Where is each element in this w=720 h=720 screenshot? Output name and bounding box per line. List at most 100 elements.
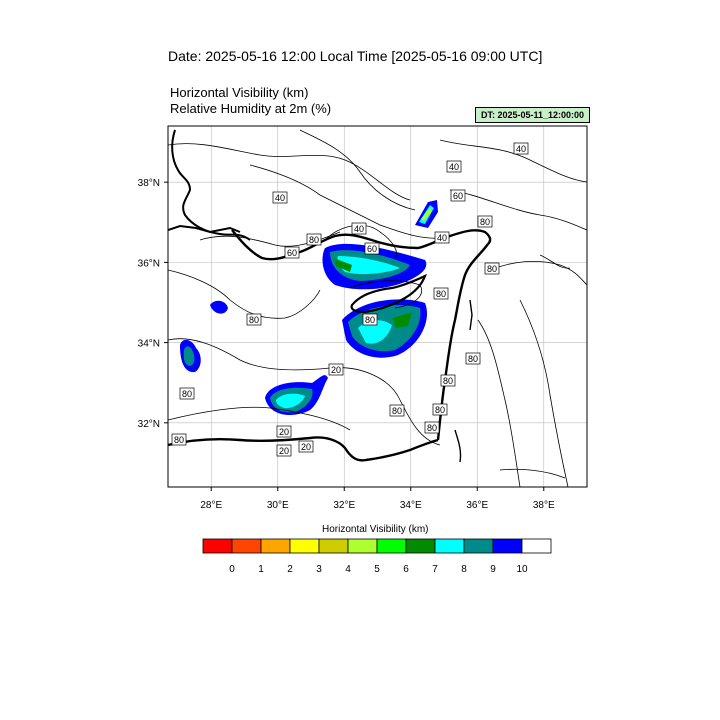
humidity-contour bbox=[499, 468, 566, 479]
svg-text:20: 20 bbox=[331, 365, 341, 375]
svg-text:40: 40 bbox=[437, 233, 447, 243]
colorbar-tick-label: 7 bbox=[432, 564, 438, 575]
humidity-contour bbox=[539, 254, 571, 269]
colorbar-tick-label: 8 bbox=[461, 564, 467, 575]
colorbar-title: Horizontal Visibility (km) bbox=[322, 524, 429, 535]
contour-label: 20 bbox=[276, 444, 292, 457]
humidity-contour bbox=[168, 406, 351, 431]
contour-label: 40 bbox=[446, 160, 462, 173]
coastline-egypt bbox=[168, 436, 439, 462]
svg-text:80: 80 bbox=[480, 217, 490, 227]
svg-text:80: 80 bbox=[392, 406, 402, 416]
contour-label: 80 bbox=[433, 287, 449, 300]
colorbar-swatch bbox=[231, 538, 262, 554]
colorbar-swatch bbox=[405, 538, 436, 554]
colorbar-tick-label: 3 bbox=[316, 564, 322, 575]
svg-text:80: 80 bbox=[365, 315, 375, 325]
svg-text:20: 20 bbox=[279, 446, 289, 456]
y-tick-label: 34°N bbox=[138, 339, 160, 350]
colorbar-tick-label: 0 bbox=[229, 564, 235, 575]
svg-text:20: 20 bbox=[301, 442, 311, 452]
field-label-humidity: Relative Humidity at 2m (%) bbox=[170, 101, 332, 116]
humidity-contour bbox=[519, 299, 569, 487]
svg-text:60: 60 bbox=[367, 244, 377, 254]
humidity-contour bbox=[299, 129, 416, 211]
contour-label: 80 bbox=[432, 403, 448, 416]
coastline-sinai-gulf bbox=[454, 429, 462, 463]
colorbar-swatch bbox=[347, 538, 378, 554]
svg-text:20: 20 bbox=[279, 427, 289, 437]
colorbar-swatch bbox=[289, 538, 320, 554]
axis-ticks: 28°E 30°E 32°E 34°E 36°E 38°E 38°N 36°N 34°N 32°N bbox=[138, 178, 555, 511]
visibility-patch-gulf-core bbox=[421, 208, 432, 221]
colorbar-tick-label: 2 bbox=[287, 564, 293, 575]
contour-label: 60 bbox=[284, 246, 300, 259]
contour-label: 20 bbox=[328, 363, 344, 376]
contour-label: 80 bbox=[477, 215, 493, 228]
contour-label: 60 bbox=[364, 242, 380, 255]
svg-text:80: 80 bbox=[435, 405, 445, 415]
humidity-contour bbox=[449, 189, 587, 231]
contour-label: 40 bbox=[434, 231, 450, 244]
svg-text:80: 80 bbox=[174, 435, 184, 445]
svg-text:80: 80 bbox=[487, 264, 497, 274]
svg-text:80: 80 bbox=[182, 389, 192, 399]
contour-label: 40 bbox=[351, 222, 367, 235]
visibility-patch-west-sea bbox=[210, 300, 228, 314]
colorbar-tick-label: 6 bbox=[403, 564, 409, 575]
colorbar-tick-label: 5 bbox=[374, 564, 380, 575]
x-tick-label: 30°E bbox=[267, 500, 289, 511]
chart-title: Date: 2025-05-16 12:00 Local Time [2025-… bbox=[168, 48, 543, 64]
svg-text:80: 80 bbox=[436, 289, 446, 299]
visibility-patch-north-coast-dark bbox=[334, 258, 352, 272]
colorbar-swatch bbox=[202, 538, 233, 554]
x-tick-label: 28°E bbox=[200, 500, 222, 511]
y-tick-label: 36°N bbox=[138, 258, 160, 269]
humidity-contour bbox=[168, 269, 321, 319]
colorbar-swatch bbox=[318, 538, 349, 554]
x-tick-label: 38°E bbox=[533, 500, 555, 511]
visibility-patch-south-cyprus-core bbox=[358, 320, 392, 344]
contour-label: 20 bbox=[298, 440, 314, 453]
colorbar bbox=[202, 538, 552, 554]
contour-label: 80 bbox=[424, 421, 440, 434]
contour-label: 80 bbox=[246, 313, 262, 326]
contour-label: 40 bbox=[513, 142, 529, 155]
humidity-contour bbox=[477, 319, 521, 487]
field-label-visibility: Horizontal Visibility (km) bbox=[170, 85, 309, 100]
colorbar-tick-label: 1 bbox=[258, 564, 264, 575]
init-time-badge: DT: 2025-05-11_12:00:00 bbox=[475, 107, 590, 123]
svg-text:60: 60 bbox=[287, 248, 297, 258]
contour-label: 80 bbox=[362, 313, 378, 326]
contour-label: 40 bbox=[272, 191, 288, 204]
contour-label: 60 bbox=[450, 189, 466, 202]
colorbar-swatch bbox=[463, 538, 494, 554]
svg-text:80: 80 bbox=[468, 354, 478, 364]
contour-label: 80 bbox=[484, 262, 500, 275]
contour-label: 80 bbox=[179, 387, 195, 400]
contour-label: 80 bbox=[440, 374, 456, 387]
x-tick-label: 32°E bbox=[333, 500, 355, 511]
contour-label: 80 bbox=[389, 404, 405, 417]
visibility-patch-libya-coast-inner bbox=[183, 346, 195, 366]
coastline-crete bbox=[168, 224, 241, 234]
coastline-turkey-south bbox=[231, 229, 492, 261]
coastlines bbox=[168, 129, 492, 463]
visibility-patch-south-cyprus-dark bbox=[392, 312, 412, 328]
coastline-dead-sea bbox=[469, 299, 473, 331]
svg-text:40: 40 bbox=[516, 144, 526, 154]
svg-text:80: 80 bbox=[309, 235, 319, 245]
humidity-contour bbox=[439, 139, 587, 183]
svg-text:40: 40 bbox=[354, 224, 364, 234]
humidity-contour bbox=[489, 261, 587, 286]
visibility-patch-north-coast-core bbox=[337, 256, 400, 275]
contour-label: 80 bbox=[465, 352, 481, 365]
y-tick-label: 38°N bbox=[138, 178, 160, 189]
humidity-contour bbox=[249, 164, 446, 239]
colorbar-swatch bbox=[376, 538, 407, 554]
svg-text:40: 40 bbox=[449, 162, 459, 172]
svg-text:40: 40 bbox=[275, 193, 285, 203]
visibility-patch-south-sea-core bbox=[276, 393, 305, 409]
